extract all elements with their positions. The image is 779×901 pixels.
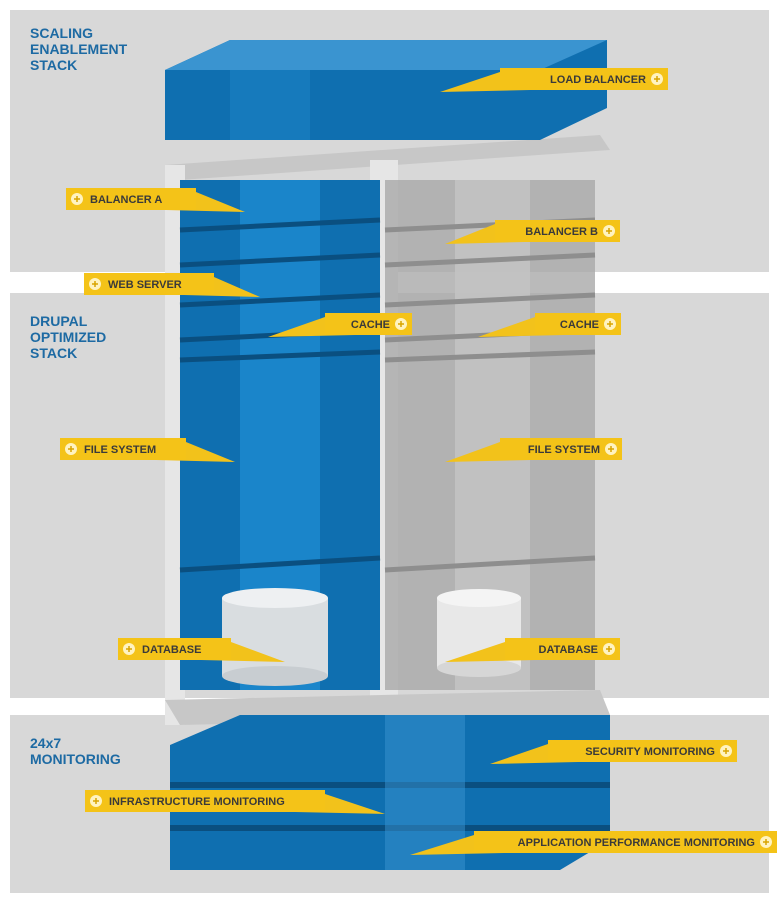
section-label: SCALING [30,25,93,41]
plus-icon [93,798,99,804]
section-label: OPTIMIZED [30,329,106,345]
callout-box [548,740,737,762]
section-label: ENABLEMENT [30,41,128,57]
callout: CACHE [478,313,621,337]
callout-label: SECURITY MONITORING [585,746,715,758]
callout-box [500,438,622,460]
section-label: DRUPAL [30,313,88,329]
callout-label: DATABASE [142,644,201,656]
callout: APPLICATION PERFORMANCE MONITORING [410,831,777,855]
section-label: 24x7 [30,735,61,751]
plus-icon [126,646,132,652]
callout-box [66,188,196,210]
plus-icon [607,321,613,327]
layer-lines [179,217,381,573]
section-label: STACK [30,345,77,361]
plus-icon [606,228,612,234]
callout-label: FILE SYSTEM [84,444,156,456]
plus-icon [68,446,74,452]
callout: DATABASE [445,638,620,662]
callout-box [60,438,186,460]
callout-box [535,313,621,335]
plus-icon [606,646,612,652]
callout-box [325,313,412,335]
callout-label: BALANCER B [525,226,598,238]
plus-icon [92,281,98,287]
callout-box [118,638,231,660]
callout-box [84,273,214,295]
callout-label: INFRASTRUCTURE MONITORING [109,796,285,808]
callout: LOAD BALANCER [440,68,668,92]
callout: FILE SYSTEM [60,438,235,462]
callout: DATABASE [118,638,285,662]
plus-icon [608,446,614,452]
callout-label: CACHE [560,319,599,331]
plus-icon [654,76,660,82]
callout-box [500,68,668,90]
callout-label: LOAD BALANCER [550,74,646,86]
callout: BALANCER B [445,220,620,244]
plus-icon [763,839,769,845]
callout-label: CACHE [351,319,390,331]
callout-label: DATABASE [539,644,598,656]
callout-box [505,638,620,660]
callout: FILE SYSTEM [445,438,622,462]
section-label: STACK [30,57,77,73]
frame [165,135,610,180]
callout: SECURITY MONITORING [490,740,737,764]
plus-icon [74,196,80,202]
callout-box [85,790,325,812]
callout-box [495,220,620,242]
plus-icon [398,321,404,327]
plus-icon [723,748,729,754]
block-face [230,70,310,140]
callout-label: WEB SERVER [108,279,182,291]
callout: WEB SERVER [84,273,260,297]
callout-label: FILE SYSTEM [528,444,600,456]
callout: INFRASTRUCTURE MONITORING [85,790,385,814]
callout: CACHE [268,313,412,337]
callout-label: BALANCER A [90,194,162,206]
callout-box [474,831,777,853]
block-top [165,40,607,70]
database-icon [222,588,521,686]
section-label: MONITORING [30,751,121,767]
callout: BALANCER A [66,188,245,212]
callout-label: APPLICATION PERFORMANCE MONITORING [518,837,755,849]
